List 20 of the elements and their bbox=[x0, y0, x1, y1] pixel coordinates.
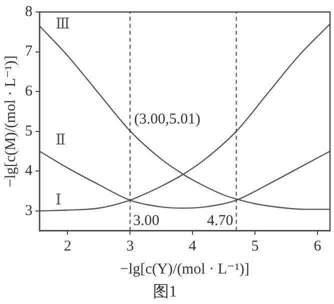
x-tick-label: 4 bbox=[188, 238, 197, 255]
y-tick-label: 5 bbox=[25, 123, 32, 140]
x-tick-label: 5 bbox=[251, 238, 259, 255]
x-tick-label: 3 bbox=[126, 238, 134, 255]
y-tick-label: 6 bbox=[25, 84, 33, 100]
y-tick-label: 8 bbox=[25, 4, 32, 20]
ref-line-label: 3.00 bbox=[133, 213, 160, 230]
y-tick-label: 3 bbox=[25, 202, 32, 219]
series-label: Ⅰ bbox=[56, 192, 62, 208]
text: 图1 bbox=[153, 284, 177, 301]
x-axis-title: −lg[c(Y)/(mol · L⁻¹)] bbox=[120, 262, 250, 278]
y-tick-label: 7 bbox=[25, 44, 33, 60]
y-axis-title: −lg[c(M)/(mol · L⁻¹)] bbox=[2, 56, 19, 188]
series-label: Ⅱ bbox=[56, 132, 66, 149]
series-label: Ⅲ bbox=[56, 16, 70, 32]
x-tick-label: 6 bbox=[314, 238, 322, 255]
annotation: (3.00,5.01) bbox=[134, 111, 200, 128]
ref-line-label: 4.70 bbox=[207, 213, 234, 230]
x-tick-label: 2 bbox=[64, 238, 72, 255]
y-tick-label: 4 bbox=[25, 163, 33, 180]
